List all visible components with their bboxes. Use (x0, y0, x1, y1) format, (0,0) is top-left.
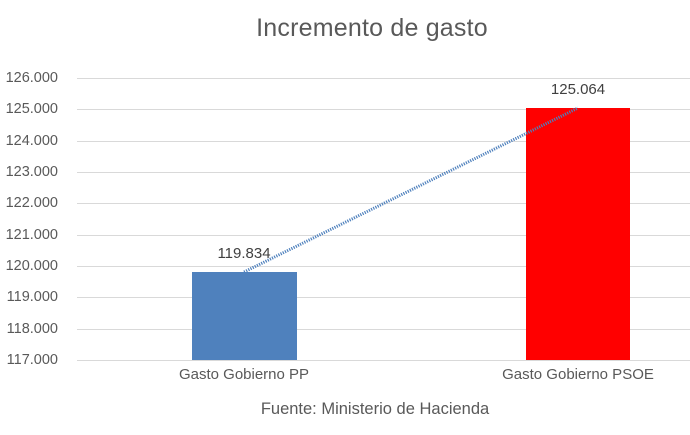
y-tick-label: 121.000 (5, 227, 58, 243)
y-tick-label: 125.000 (5, 101, 58, 117)
y-tick-label: 124.000 (5, 133, 58, 149)
source-note: Fuente: Ministerio de Hacienda (260, 400, 490, 418)
y-tick-label: 122.000 (5, 195, 58, 211)
y-tick-label: 123.000 (5, 164, 58, 180)
x-tick-label-pp: Gasto Gobierno PP (178, 366, 310, 383)
y-tick-label: 117.000 (6, 352, 58, 368)
gridline (77, 329, 690, 330)
chart-title: Incremento de gasto (256, 14, 488, 42)
bar-gasto-gobierno-pp (192, 272, 297, 360)
y-tick-label: 119.000 (6, 289, 58, 305)
x-tick-label-psoe: Gasto Gobierno PSOE (502, 366, 654, 383)
data-label-psoe: 125.064 (550, 81, 606, 98)
y-tick-label: 120.000 (5, 258, 58, 274)
gridline (77, 78, 690, 79)
gridline (77, 297, 690, 298)
y-tick-label: 118.000 (6, 321, 58, 337)
bar-gasto-gobierno-psoe (526, 108, 630, 360)
x-axis-line (77, 360, 690, 361)
data-label-pp: 119.834 (217, 245, 271, 262)
y-tick-label: 126.000 (5, 70, 58, 86)
